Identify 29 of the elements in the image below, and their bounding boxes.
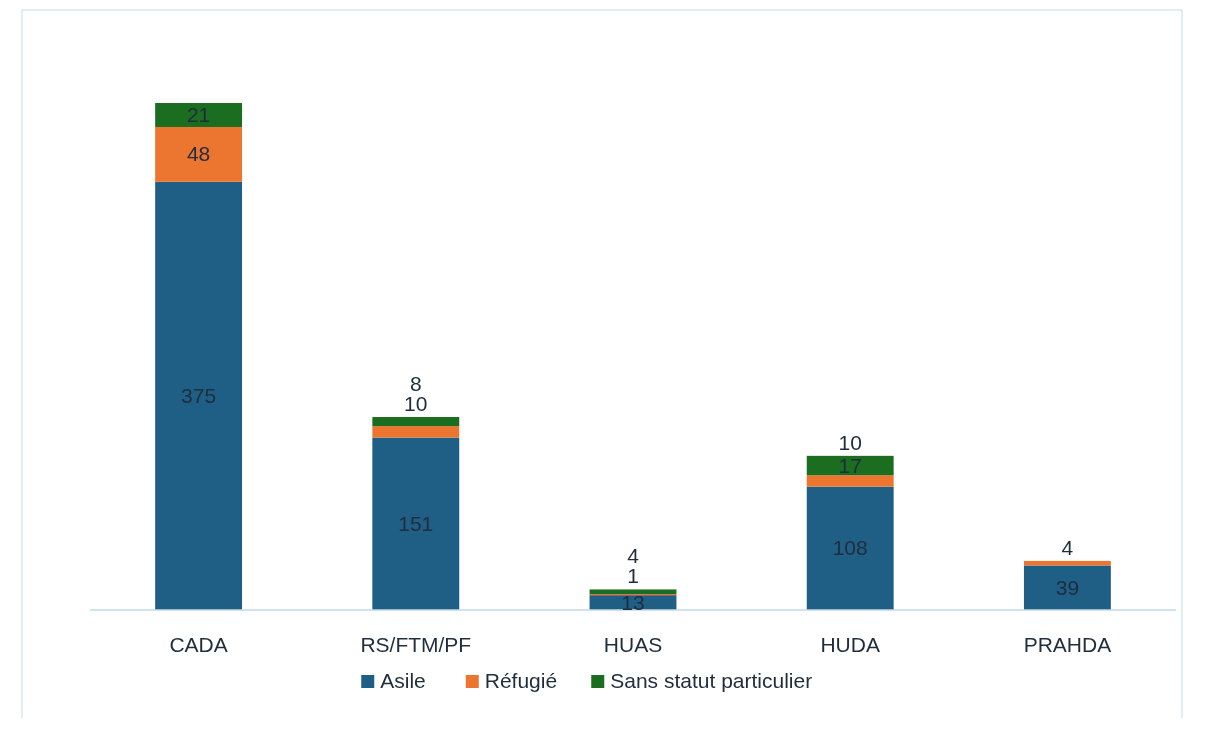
bar — [372, 417, 460, 427]
x-tick-label: CADA — [169, 633, 228, 656]
data-label: 4 — [1061, 535, 1074, 559]
x-tick-label: PRAHDA — [1023, 633, 1112, 656]
bar — [806, 475, 894, 487]
data-label: 108 — [832, 536, 868, 560]
bar — [806, 455, 894, 476]
data-label: 17 — [838, 453, 862, 477]
data-label: 21 — [186, 102, 211, 126]
x-tick-label: HUDA — [820, 633, 880, 656]
data-label: 13 — [621, 590, 645, 614]
bar — [155, 126, 243, 182]
bar — [806, 486, 894, 610]
data-label: 39 — [1055, 575, 1080, 599]
bar — [1023, 565, 1111, 610]
bar — [589, 589, 677, 595]
bar — [155, 181, 243, 610]
legend-label: Asile — [380, 669, 426, 692]
data-label: 151 — [398, 511, 434, 535]
legend-label: Sans statut particulier — [610, 669, 813, 692]
bar — [372, 437, 460, 610]
bar — [155, 103, 243, 127]
data-label: 48 — [186, 142, 211, 166]
bar — [372, 426, 460, 438]
x-tick-label: HUAS — [603, 633, 663, 656]
data-label: 375 — [181, 383, 217, 407]
data-label: 10 — [838, 430, 862, 454]
legend-label: Réfugié — [484, 669, 558, 692]
x-tick-label: RS/FTM/PF — [360, 633, 472, 656]
